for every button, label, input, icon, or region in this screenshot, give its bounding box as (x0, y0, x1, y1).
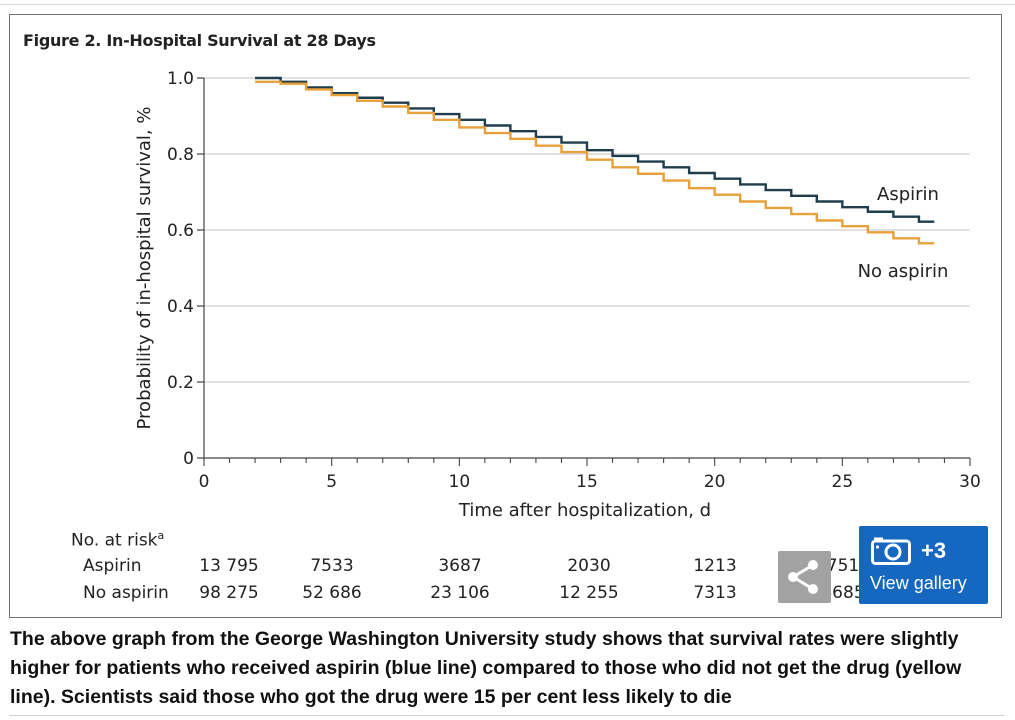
y-tick-label: 0.4 (167, 297, 194, 317)
view-gallery-button[interactable]: +3 View gallery (859, 526, 988, 604)
risk-cell: 1213 (693, 556, 737, 576)
annotation-no-aspirin: No aspirin (858, 261, 949, 282)
figure-title: Figure 2. In-Hospital Survival at 28 Day… (23, 31, 376, 50)
risk-cell: 98 275 (199, 583, 259, 603)
risk-cell: 751 (826, 556, 860, 576)
risk-cell: 2030 (567, 556, 611, 576)
risk-table-title: No. at riska (71, 529, 165, 551)
y-tick-label: 0 (183, 449, 194, 469)
series-line-aspirin (255, 76, 935, 223)
series-lines (255, 76, 935, 245)
y-tick-label: 0.2 (167, 373, 194, 393)
risk-cell: 4685 (821, 583, 865, 603)
survival-chart: 0 0.2 0.4 0.6 0.8 1.0 0 5 10 15 20 25 30 Time after h… (134, 69, 981, 521)
risk-cell: 3687 (438, 556, 482, 576)
x-tick-label: 30 (959, 472, 981, 492)
y-axis-label: Probability of in-hospital survival, % (134, 107, 155, 430)
caption: The above graph from the George Washingt… (10, 628, 962, 708)
risk-cell: 7533 (310, 556, 354, 576)
x-tick-label: 0 (199, 472, 210, 492)
risk-cell: 52 686 (302, 583, 362, 603)
x-tick-label: 25 (832, 472, 854, 492)
axes (197, 77, 971, 466)
share-icon (788, 560, 818, 594)
gallery-label: View gallery (870, 573, 967, 593)
gallery-count: +3 (921, 538, 947, 563)
risk-row-label: Aspirin (83, 556, 142, 576)
risk-cell: 12 255 (559, 583, 619, 603)
annotation-aspirin: Aspirin (877, 184, 939, 205)
top-divider (0, 4, 1015, 5)
risk-cell: 23 106 (430, 583, 490, 603)
series-line-no-aspirin (255, 80, 935, 245)
x-axis-label: Time after hospitalization, d (458, 500, 711, 521)
camera-icon (871, 537, 911, 565)
risk-row-label: No aspirin (83, 583, 169, 603)
y-tick-label: 0.6 (167, 221, 194, 241)
chart-labels: 0 0.2 0.4 0.6 0.8 1.0 0 5 10 15 20 25 30 Time after h… (134, 69, 981, 521)
bottom-divider (9, 715, 1004, 716)
x-tick-label: 5 (326, 472, 337, 492)
grid-lines (204, 77, 970, 383)
x-tick-label: 10 (449, 472, 471, 492)
x-tick-label: 20 (704, 472, 726, 492)
share-button[interactable] (778, 551, 831, 603)
figure-frame (9, 14, 1002, 618)
y-tick-label: 0.8 (167, 145, 194, 165)
y-tick-label: 1.0 (167, 69, 194, 89)
risk-cell: 13 795 (199, 556, 259, 576)
x-tick-label: 15 (576, 472, 598, 492)
risk-cell: 7313 (693, 583, 737, 603)
